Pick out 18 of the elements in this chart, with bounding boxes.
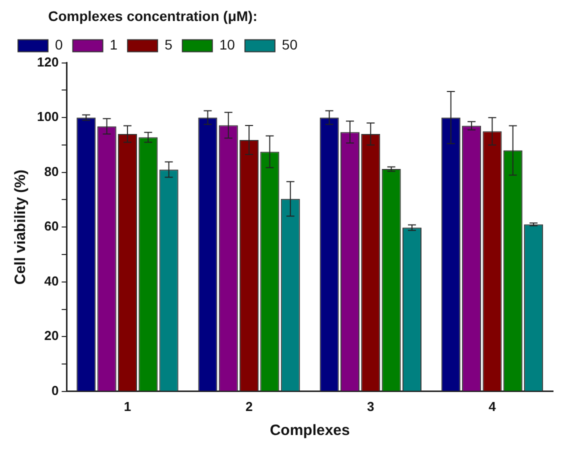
y-tick-label: 0 — [51, 382, 59, 398]
y-tick-label: 60 — [44, 218, 59, 234]
y-tick-label: 20 — [44, 328, 59, 344]
legend-label: 5 — [164, 36, 173, 53]
y-tick-label: 80 — [44, 164, 59, 179]
legend-label: 1 — [110, 36, 118, 53]
legend-label: 50 — [282, 36, 298, 53]
legend-title: Complexes concentration (μM): — [48, 8, 258, 24]
y-tick-label: 100 — [36, 109, 59, 124]
y-tick-label: 120 — [36, 54, 59, 70]
x-tick-label: 3 — [367, 398, 374, 414]
y-tick-label: 40 — [44, 273, 59, 288]
x-tick-label: 1 — [124, 398, 132, 414]
legend-label: 10 — [219, 36, 236, 53]
x-tick-label: 4 — [488, 398, 497, 414]
x-axis-title: Complexes — [270, 422, 350, 440]
y-axis-title: Cell viability (%) — [12, 170, 30, 285]
x-tick-label: 2 — [245, 398, 253, 414]
